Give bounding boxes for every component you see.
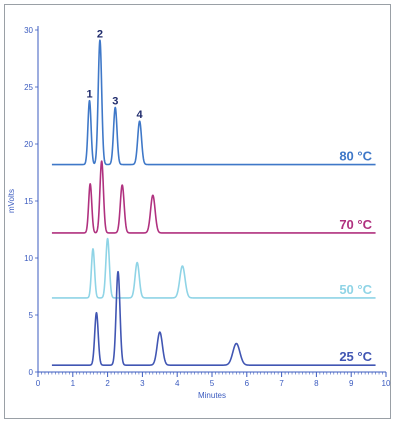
x-tick-label: 0 [36, 379, 41, 388]
traces [51, 39, 377, 366]
x-tick-label: 1 [71, 379, 76, 388]
labels: 80 °C 70 °C 50 °C 25 °C 1 2 3 4 [86, 28, 372, 364]
y-tick-label: 20 [24, 140, 33, 149]
peak-label: 3 [112, 96, 118, 108]
x-tick-label: 7 [279, 379, 284, 388]
x-axis-title: Minutes [198, 391, 226, 400]
x-tick-label: 5 [210, 379, 215, 388]
series-label: 70 °C [339, 217, 372, 232]
series-label: 50 °C [339, 282, 372, 297]
y-tick-label: 25 [24, 83, 33, 92]
x-tick-label: 8 [314, 379, 319, 388]
x-tick-label: 10 [382, 379, 391, 388]
y-axis-title: mVolts [7, 189, 16, 213]
y-tick-label: 30 [24, 26, 33, 35]
y-tick-label: 15 [24, 197, 33, 206]
peak-label: 1 [86, 89, 92, 101]
trace-3 [51, 270, 377, 366]
y-tick-label: 0 [29, 368, 34, 377]
series-label: 80 °C [339, 149, 372, 164]
y-tick-label: 10 [24, 254, 33, 263]
peak-label: 4 [137, 109, 144, 121]
peak-label: 2 [97, 28, 103, 40]
trace-2 [51, 237, 377, 299]
x-tick-label: 2 [105, 379, 110, 388]
x-tick-label: 9 [349, 379, 354, 388]
x-tick-label: 3 [140, 379, 145, 388]
y-tick-label: 5 [29, 311, 34, 320]
series-label: 25 °C [339, 349, 372, 364]
axes: 0 1 2 3 4 5 6 7 8 9 10 0 5 10 15 20 25 30 Minutes mVolts [7, 26, 391, 400]
chart-frame [4, 4, 391, 419]
x-tick-label: 6 [245, 379, 250, 388]
trace-0 [51, 39, 377, 166]
trace-1 [51, 160, 377, 234]
x-tick-label: 4 [175, 379, 180, 388]
